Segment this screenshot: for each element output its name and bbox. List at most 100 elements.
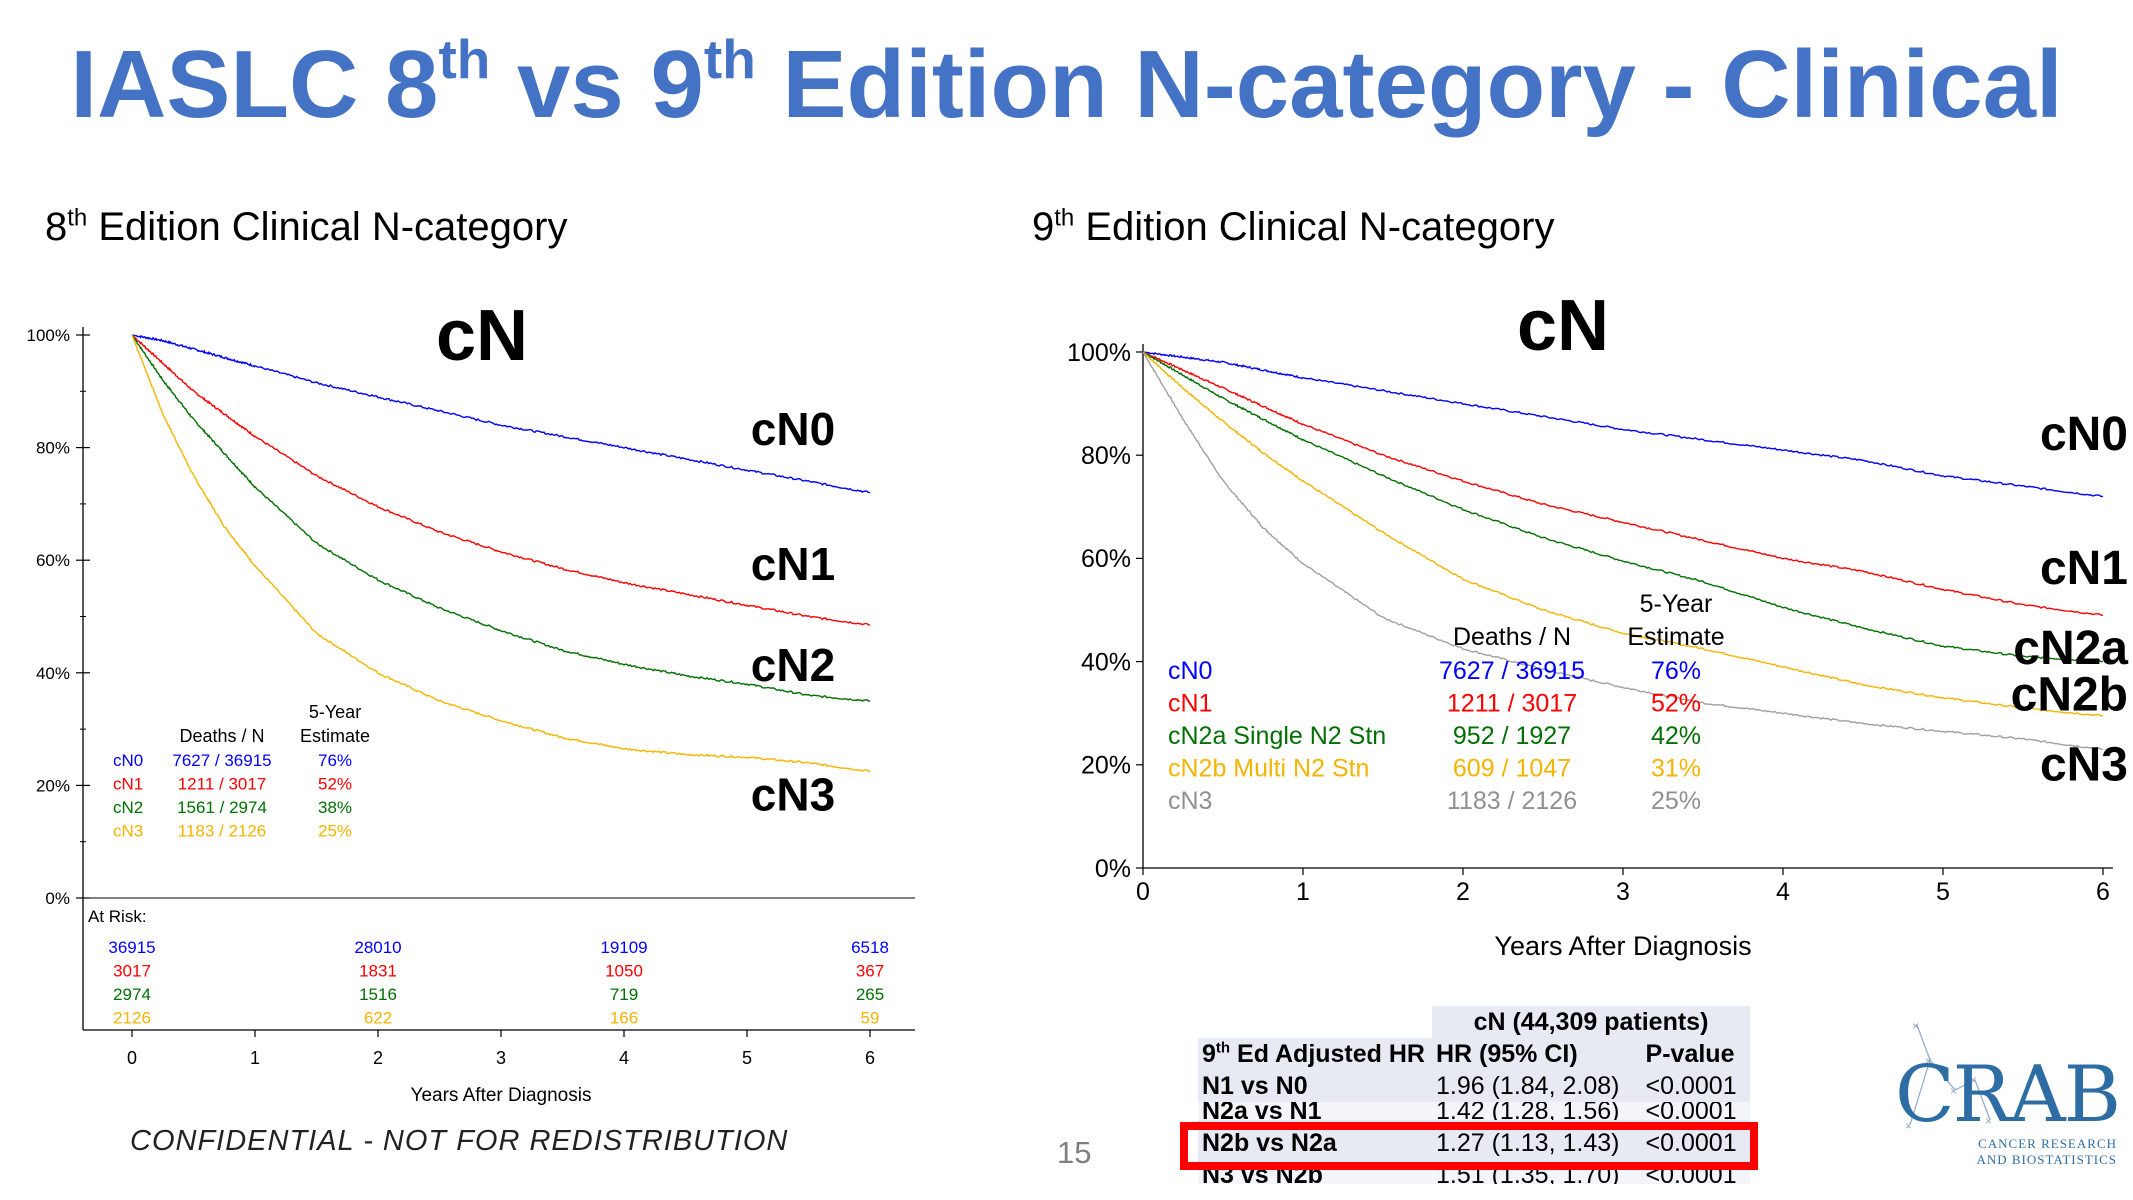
right-legend-deaths: 952 / 1927 — [1453, 722, 1571, 750]
at-risk-value: 367 — [856, 962, 884, 981]
crab-logo: × × × × × × CRAB CANCER RESEARCH AND BIOSTAT… — [1895, 1020, 2125, 1170]
left-x-tick-label: 2 — [373, 1048, 383, 1068]
svg-text:×: × — [1985, 1114, 1992, 1128]
right-series-cn3 — [1142, 351, 2104, 750]
left-curve-label-cn1: cN1 — [751, 538, 835, 590]
left-y-tick-label: 60% — [36, 551, 70, 570]
right-curve-label-cn0: cN0 — [2040, 408, 2128, 461]
highlight-box — [1180, 1122, 1758, 1170]
left-x-tick-label: 3 — [496, 1048, 506, 1068]
at-risk-value: 166 — [610, 1009, 638, 1028]
confidential-footer: CONFIDENTIAL - NOT FOR REDISTRIBUTION — [130, 1125, 789, 1157]
left-est-header: Estimate — [300, 726, 370, 746]
right-legend-estimate: 52% — [1651, 690, 1701, 718]
hr-col-comparison: 9th Ed Adjusted HR — [1198, 1038, 1432, 1070]
right-legend-name: cN0 — [1168, 657, 1212, 685]
left-legend-estimate: 76% — [318, 751, 352, 770]
left-x-tick-label: 6 — [865, 1048, 875, 1068]
right-legend-estimate: 42% — [1651, 722, 1701, 750]
at-risk-value: 19109 — [600, 938, 647, 957]
hazard-ratio-table: cN (44,309 patients) 9th Ed Adjusted HR … — [1198, 1006, 1750, 1184]
left-series-cn3 — [131, 334, 870, 772]
at-risk-value: 1831 — [359, 962, 397, 981]
right-y-tick-label: 80% — [1081, 442, 1131, 470]
right-legend-estimate: 25% — [1651, 787, 1701, 815]
hr-col-pvalue: P-value — [1641, 1038, 1750, 1070]
right-series-cn0 — [1142, 351, 2104, 498]
right-legend-name: cN2a Single N2 Stn — [1168, 722, 1386, 750]
hr-col-ci: HR (95% CI) — [1432, 1038, 1642, 1070]
right-y-tick-label: 40% — [1081, 648, 1131, 676]
left-deaths-header: Deaths / N — [179, 726, 264, 746]
hr-row: N1 vs N0 1.96 (1.84, 2.08) <0.0001 — [1198, 1070, 1750, 1102]
at-risk-value: 2974 — [113, 985, 151, 1004]
at-risk-value: 3017 — [113, 962, 151, 981]
hr-row: N3 vs N2b 1.51 (1.35, 1.70) <0.0001 — [1198, 1166, 1750, 1184]
left-series-cn1 — [131, 334, 870, 626]
hr-group-header: cN (44,309 patients) — [1432, 1006, 1750, 1038]
at-risk-value: 622 — [364, 1009, 392, 1028]
right-x-tick-label: 0 — [1136, 878, 1150, 906]
at-risk-value: 1516 — [359, 985, 397, 1004]
at-risk-value: 265 — [856, 985, 884, 1004]
left-legend-name: cN2 — [113, 798, 143, 817]
left-x-tick-label: 0 — [127, 1048, 137, 1068]
right-legend-estimate: 76% — [1651, 657, 1701, 685]
right-deaths-header: Deaths / N — [1453, 623, 1571, 651]
left-y-tick-label: 20% — [36, 776, 70, 795]
left-legend-deaths: 7627 / 36915 — [172, 751, 271, 770]
at-risk-value: 6518 — [851, 938, 889, 957]
left-y-tick-label: 100% — [27, 326, 70, 345]
at-risk-value: 59 — [861, 1009, 880, 1028]
right-legend-deaths: 7627 / 36915 — [1439, 657, 1585, 685]
right-x-tick-label: 5 — [1936, 878, 1950, 906]
left-y-tick-label: 80% — [36, 439, 70, 458]
right-series-cn1 — [1142, 351, 2104, 616]
svg-text:×: × — [1970, 1073, 1977, 1087]
left-y-tick-label: 0% — [45, 889, 70, 908]
right-y-tick-label: 0% — [1095, 855, 1131, 883]
right-series-cn2a — [1142, 351, 2103, 663]
left-curve-label-cn2: cN2 — [751, 639, 835, 691]
left-x-tick-label: 4 — [619, 1048, 629, 1068]
left-legend-deaths: 1211 / 3017 — [178, 775, 267, 794]
right-y-tick-label: 100% — [1067, 339, 1131, 367]
left-legend-deaths: 1183 / 2126 — [178, 822, 267, 841]
svg-text:×: × — [1905, 1119, 1912, 1133]
right-x-tick-label: 6 — [2096, 878, 2110, 906]
right-chart-subtitle: 9th Edition Clinical N-category — [1032, 204, 1555, 249]
right-x-tick-label: 3 — [1616, 878, 1630, 906]
right-legend-deaths: 1183 / 2126 — [1447, 787, 1577, 815]
left-big-label: cN — [436, 296, 528, 376]
left-est-header: 5-Year — [309, 702, 361, 722]
hr-row-highlighted: N2b vs N2a 1.27 (1.13, 1.43) <0.0001 — [1198, 1120, 1750, 1166]
at-risk-value: 28010 — [354, 938, 401, 957]
right-x-tick-label: 1 — [1296, 878, 1310, 906]
left-x-axis-label: Years After Diagnosis — [411, 1085, 592, 1106]
left-legend-deaths: 1561 / 2974 — [177, 798, 267, 817]
right-legend-name: cN1 — [1168, 690, 1212, 718]
left-legend-name: cN3 — [113, 822, 143, 841]
right-x-tick-label: 2 — [1456, 878, 1470, 906]
right-curve-label-cn2a: cN2a — [2013, 622, 2128, 675]
left-curve-label-cn0: cN0 — [751, 403, 835, 455]
at-risk-value: 1050 — [605, 962, 643, 981]
right-y-tick-label: 60% — [1081, 545, 1131, 573]
right-y-tick-label: 20% — [1081, 752, 1131, 780]
left-legend-name: cN0 — [113, 751, 143, 770]
svg-text:×: × — [1912, 1020, 1919, 1033]
left-legend-estimate: 52% — [318, 775, 352, 794]
right-big-label: cN — [1517, 286, 1609, 366]
left-curve-label-cn3: cN3 — [751, 769, 835, 821]
right-est-header: 5-Year — [1640, 590, 1713, 618]
right-legend-estimate: 31% — [1651, 755, 1701, 783]
right-curve-label-cn2b: cN2b — [2011, 669, 2128, 722]
svg-text:×: × — [1950, 1084, 1957, 1098]
right-legend-name: cN2b Multi N2 Stn — [1168, 755, 1369, 783]
left-x-tick-label: 1 — [250, 1048, 260, 1068]
left-series-cn0 — [131, 334, 871, 494]
left-legend-estimate: 25% — [318, 822, 352, 841]
left-chart-subtitle: 8th Edition Clinical N-category — [45, 204, 568, 249]
left-y-tick-label: 40% — [36, 664, 70, 683]
